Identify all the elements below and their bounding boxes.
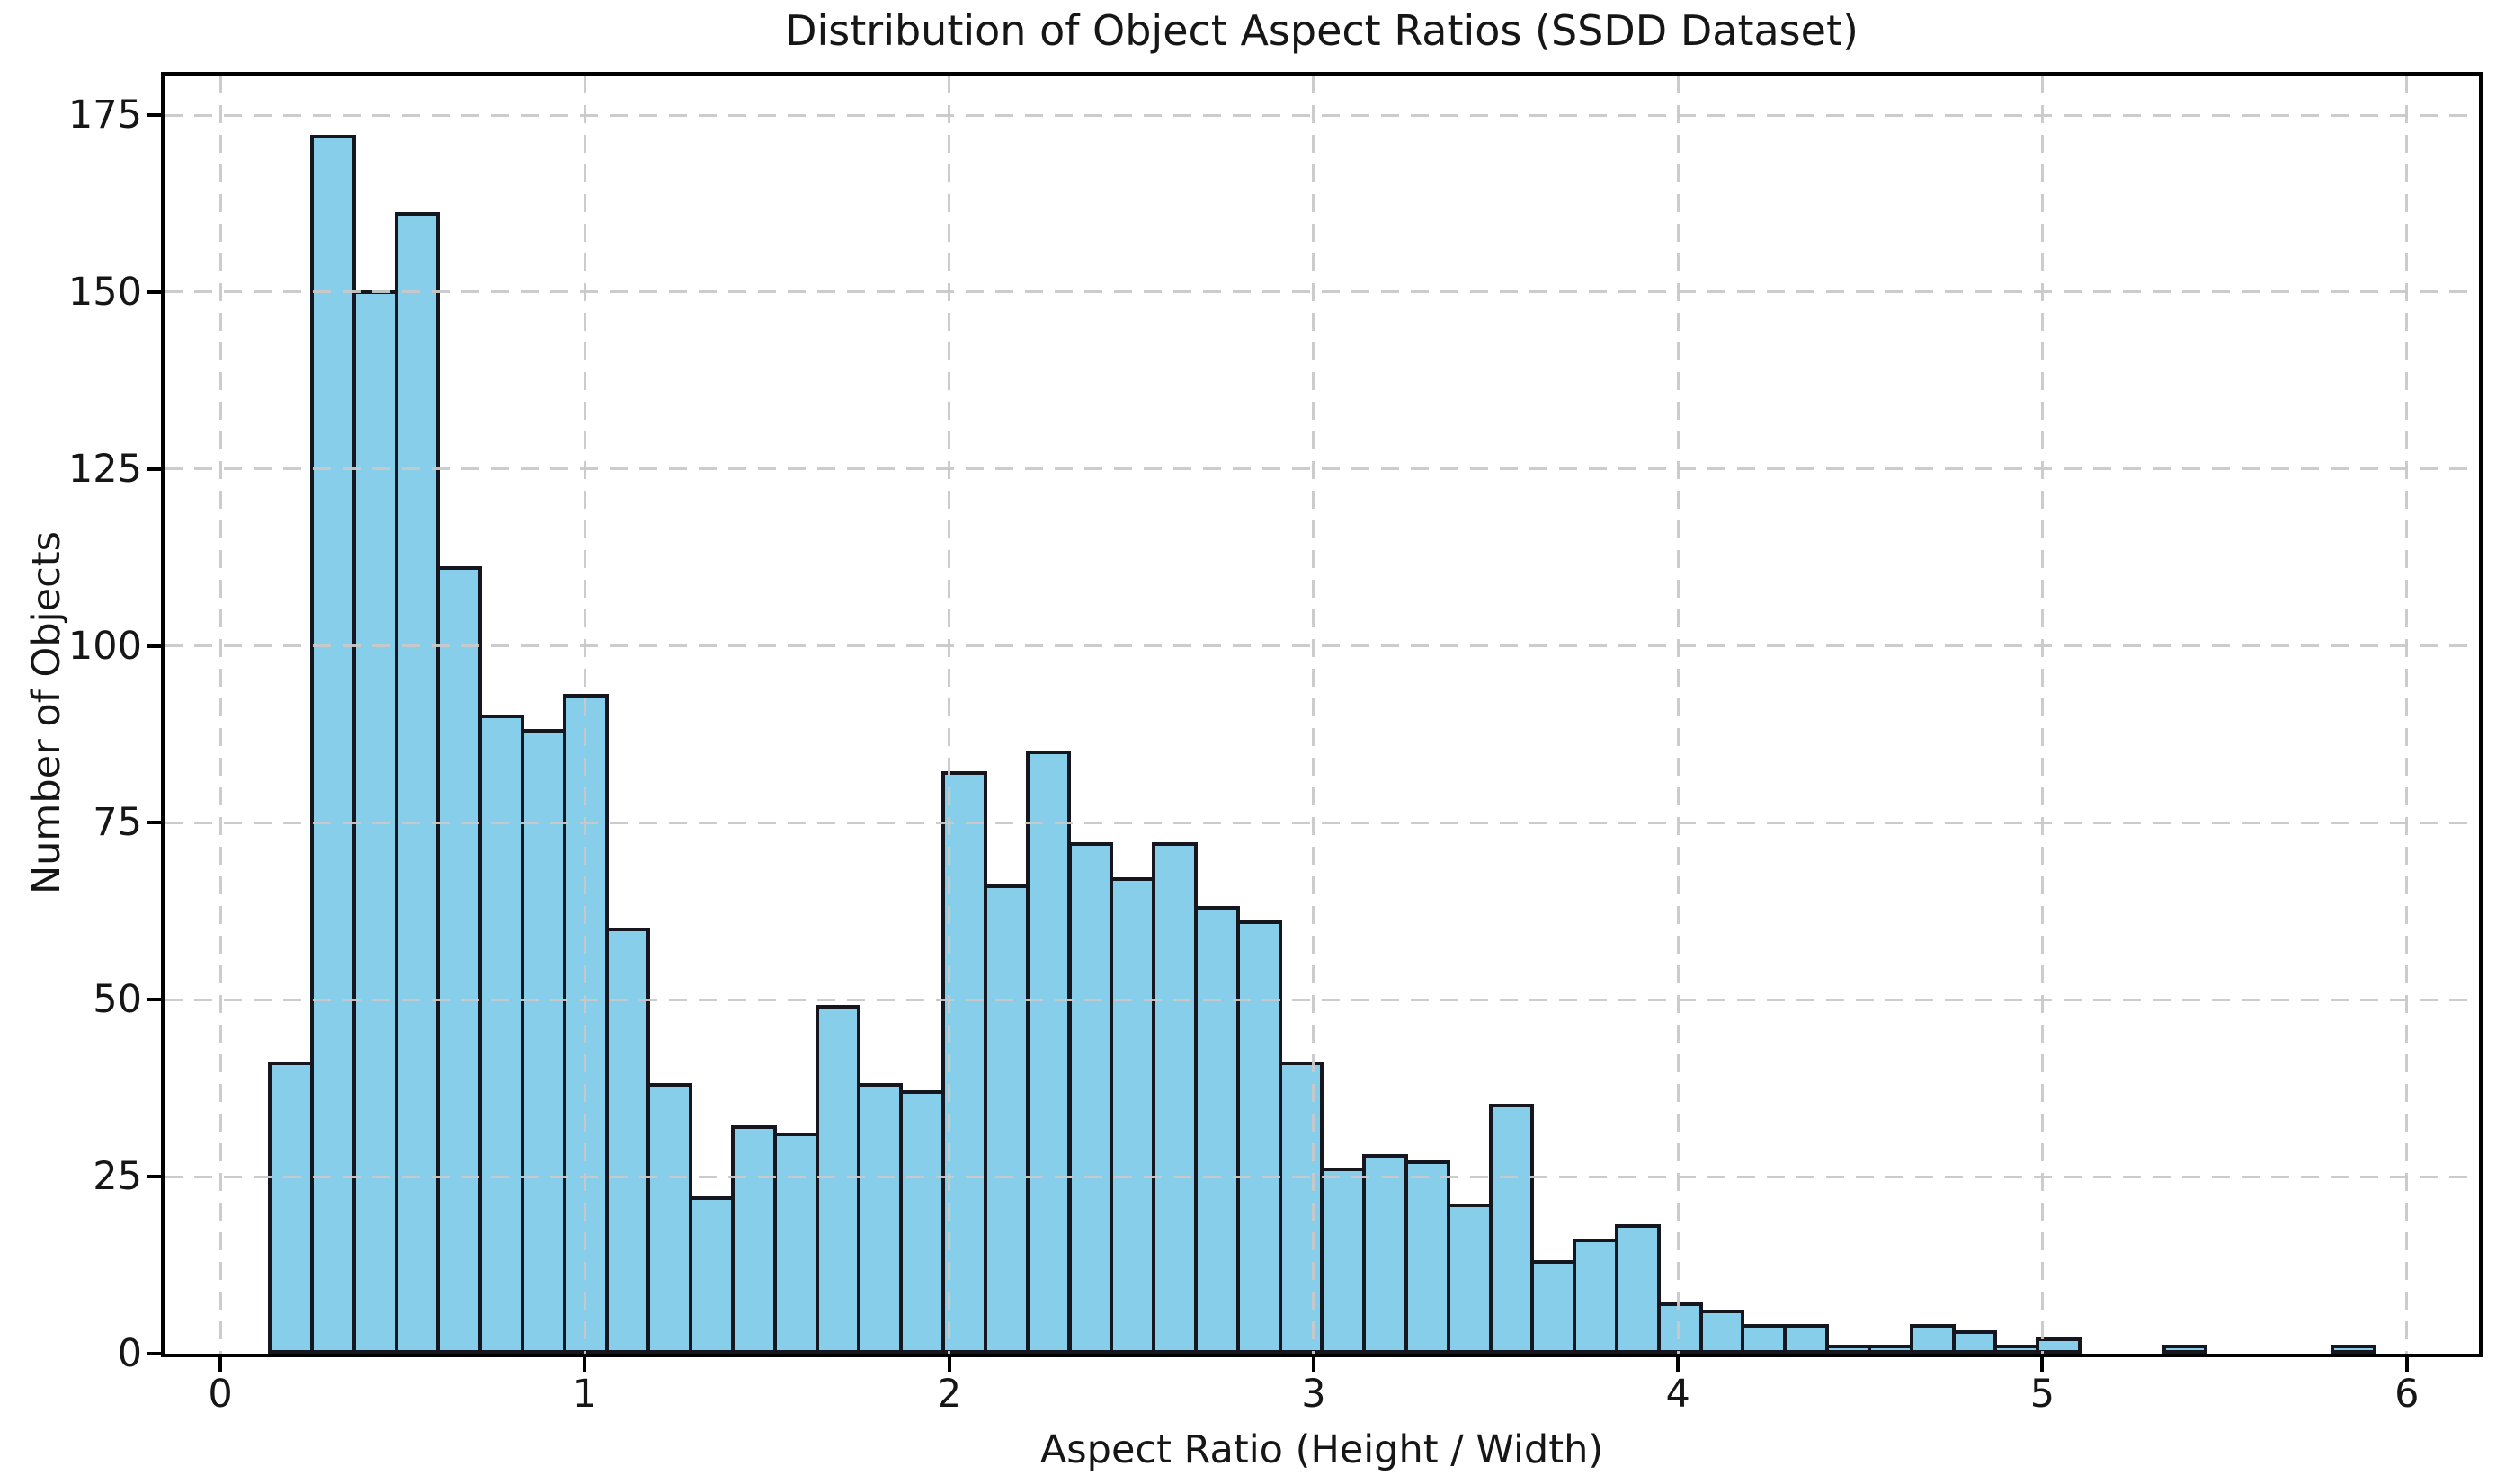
x-gridline	[1676, 76, 1680, 1354]
histogram-bar	[899, 1089, 946, 1354]
x-tick	[218, 1357, 222, 1372]
x-gridline	[948, 76, 951, 1354]
y-tick	[147, 644, 161, 648]
y-gridline	[165, 113, 2479, 117]
y-gridline	[165, 821, 2479, 824]
histogram-bar	[1152, 842, 1198, 1354]
histogram-bar	[1530, 1259, 1577, 1354]
histogram-bar	[1067, 842, 1114, 1354]
histogram-bar	[268, 1062, 314, 1354]
y-tick-label: 150	[67, 269, 142, 315]
histogram-bar	[1446, 1203, 1493, 1354]
histogram-bar	[1656, 1302, 1703, 1354]
histogram-bar	[1362, 1153, 1408, 1354]
x-tick-label: 1	[572, 1372, 597, 1417]
histogram-bar	[1320, 1168, 1367, 1354]
histogram-bar	[731, 1125, 777, 1354]
histogram-bar	[1278, 1062, 1324, 1354]
y-tick	[147, 113, 161, 118]
x-tick	[583, 1357, 587, 1372]
y-tick	[147, 467, 161, 471]
y-tick-label: 25	[93, 1154, 142, 1200]
y-tick	[147, 1352, 161, 1355]
histogram-bar	[1110, 877, 1156, 1354]
histogram-bar	[1741, 1323, 1787, 1354]
histogram-bar	[689, 1195, 735, 1354]
histogram-bar	[857, 1082, 904, 1354]
y-tick-label: 100	[67, 623, 142, 669]
histogram-bar	[1909, 1323, 1956, 1354]
histogram-bar	[1951, 1330, 1998, 1354]
y-tick-label: 75	[93, 800, 142, 846]
histogram-bar	[309, 134, 356, 1354]
x-tick-label: 5	[2029, 1372, 2055, 1417]
plot-area	[161, 72, 2483, 1357]
x-tick-label: 6	[2394, 1372, 2420, 1417]
histogram-bar	[1488, 1104, 1535, 1354]
histogram-bar	[1698, 1309, 1745, 1354]
histogram-bar	[1993, 1345, 2040, 1354]
x-gridline	[2405, 76, 2409, 1354]
histogram-bar	[1193, 905, 1240, 1354]
x-tick	[1311, 1357, 1315, 1372]
histogram-bar	[436, 566, 483, 1354]
y-gridline	[165, 290, 2479, 294]
histogram-bar	[772, 1132, 819, 1354]
x-tick	[1676, 1357, 1680, 1372]
histogram-bar	[1025, 750, 1072, 1354]
x-gridline	[2040, 76, 2044, 1354]
x-gridline	[583, 76, 586, 1354]
x-tick-label: 2	[936, 1372, 962, 1417]
histogram-bar	[394, 212, 441, 1354]
histogram-bar	[1825, 1345, 1871, 1354]
histogram-bar	[1615, 1224, 1661, 1354]
histogram-bar	[520, 729, 566, 1354]
histogram-bar	[1783, 1323, 1830, 1354]
x-gridline	[1312, 76, 1315, 1354]
y-tick-label: 125	[67, 446, 142, 492]
x-tick	[2404, 1357, 2409, 1372]
histogram-bar	[2036, 1337, 2082, 1354]
x-tick	[2040, 1357, 2045, 1372]
y-gridline	[165, 998, 2479, 1001]
chart-title: Distribution of Object Aspect Ratios (SS…	[785, 6, 1859, 55]
x-tick	[947, 1357, 951, 1372]
x-gridline	[218, 76, 222, 1354]
x-tick-label: 3	[1301, 1372, 1326, 1417]
histogram-bar	[1404, 1160, 1450, 1354]
x-axis-title: Aspect Ratio (Height / Width)	[1039, 1427, 1604, 1472]
y-gridline	[165, 467, 2479, 471]
x-tick-label: 4	[1665, 1372, 1690, 1417]
histogram-bar	[983, 884, 1030, 1354]
y-gridline	[165, 644, 2479, 648]
histogram-bar	[1235, 920, 1282, 1354]
y-gridline	[165, 1175, 2479, 1178]
x-tick-label: 0	[208, 1372, 233, 1417]
histogram-bar	[1573, 1239, 1619, 1354]
y-tick-label: 50	[93, 977, 142, 1023]
histogram-bar	[604, 927, 651, 1354]
y-tick	[147, 821, 161, 825]
y-tick	[147, 998, 161, 1002]
y-tick-label: 0	[117, 1331, 142, 1376]
y-tick	[147, 1175, 161, 1179]
y-tick	[147, 289, 161, 294]
histogram-bar	[646, 1082, 693, 1354]
histogram-bar	[2162, 1345, 2208, 1354]
histogram-bar	[478, 715, 524, 1354]
histogram-bar	[815, 1005, 861, 1354]
y-tick-label: 175	[67, 93, 142, 138]
histogram-bar	[2330, 1345, 2376, 1354]
y-axis-title: Number of Objects	[24, 531, 69, 894]
histogram-bar	[1867, 1345, 1913, 1354]
